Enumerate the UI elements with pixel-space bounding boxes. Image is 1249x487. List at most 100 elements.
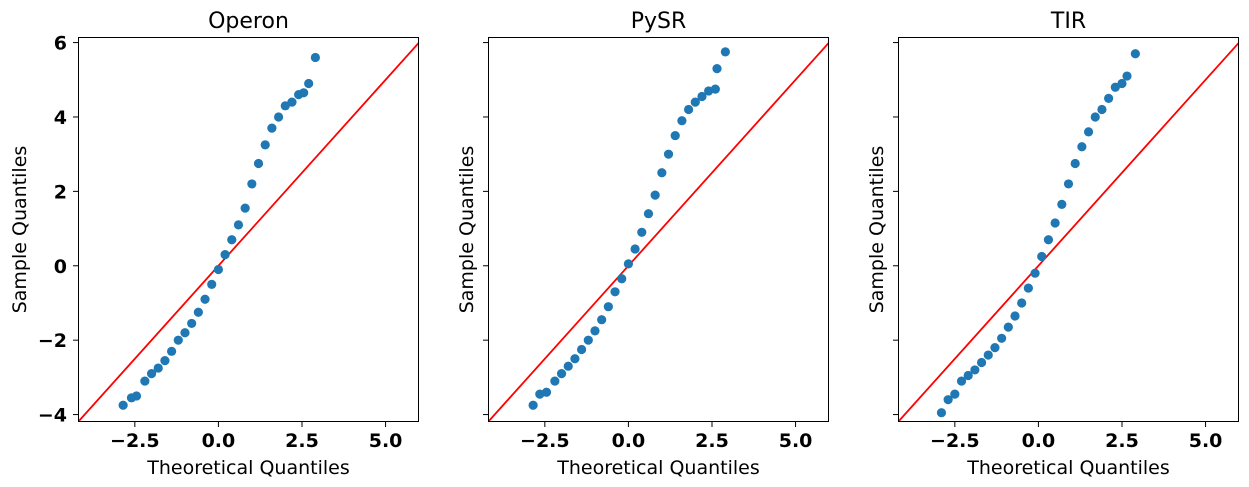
x-axis-label: Theoretical Quantiles	[966, 457, 1169, 479]
x-tick-label: 2.5	[695, 430, 729, 452]
chart-panel-tir: −2.5 0.0 2.5 5.0 TIR Theoretical Quantiles Sam…	[866, 9, 1239, 479]
data-point	[1117, 78, 1127, 89]
data-point	[1023, 283, 1033, 293]
data-point	[253, 158, 264, 169]
data-point	[963, 370, 973, 381]
data-point	[570, 354, 580, 364]
x-axis-label: Theoretical Quantiles	[556, 457, 759, 479]
data-point	[1043, 235, 1054, 245]
data-point	[556, 369, 567, 379]
data-point	[617, 274, 627, 284]
data-point	[213, 264, 224, 275]
data-point	[541, 387, 552, 397]
data-point	[630, 244, 640, 254]
data-point	[583, 335, 593, 345]
data-point	[187, 318, 197, 329]
data-point	[160, 356, 170, 366]
data-point	[990, 343, 1000, 353]
data-point	[1110, 82, 1120, 92]
data-point	[603, 302, 613, 312]
data-point	[1057, 199, 1067, 209]
data-point	[976, 357, 987, 368]
data-point	[950, 389, 960, 399]
data-point	[1017, 298, 1027, 308]
data-point	[1037, 251, 1047, 262]
plot-area	[78, 41, 419, 422]
y-tick-label: 4	[54, 107, 67, 129]
plot-area	[488, 41, 829, 422]
y-tick-label: 0	[54, 256, 67, 278]
data-point	[677, 116, 687, 126]
x-tick-label: 0.0	[612, 430, 646, 452]
data-point	[650, 190, 660, 200]
data-point	[997, 333, 1007, 343]
data-point	[173, 335, 183, 345]
data-point	[936, 408, 947, 418]
chart-panel-operon: −2.5 0.0 2.5 5.0 −4 −2 0 2 4 6 Operon Theoretical Q…	[9, 9, 419, 479]
data-point	[1063, 179, 1074, 189]
x-tick-label: 0.0	[202, 430, 236, 452]
x-tick-label: 0.0	[1022, 430, 1056, 452]
reference-line	[78, 41, 419, 422]
x-tick-label: 2.5	[1105, 430, 1139, 452]
axes-frame	[78, 37, 419, 422]
data-point	[1003, 322, 1013, 332]
x-tick-label: 5.0	[779, 430, 813, 452]
chart-title: PySR	[631, 9, 687, 34]
data-point	[180, 328, 190, 338]
y-axis-label: Sample Quantiles	[456, 146, 478, 314]
data-point	[1070, 158, 1080, 169]
data-point	[1104, 93, 1114, 103]
reference-line	[898, 41, 1239, 422]
data-point	[712, 64, 722, 74]
data-point	[299, 88, 309, 98]
x-tick-label: 5.0	[1189, 430, 1223, 452]
plot-area	[898, 41, 1239, 422]
data-point	[153, 363, 163, 373]
y-tick-label: −4	[38, 405, 67, 427]
data-point	[1010, 311, 1020, 321]
data-point	[943, 395, 953, 405]
data-point	[970, 365, 980, 375]
data-point	[233, 220, 244, 230]
data-point	[528, 400, 538, 410]
data-point	[577, 344, 587, 355]
data-point	[1122, 71, 1132, 81]
data-point	[140, 376, 150, 386]
data-point	[260, 140, 270, 150]
data-point	[1030, 268, 1040, 278]
x-tick-label: 5.0	[369, 430, 403, 452]
data-point	[287, 97, 297, 107]
data-point	[697, 91, 707, 102]
reference-line	[488, 41, 829, 422]
data-point	[657, 168, 667, 178]
data-point	[1130, 49, 1140, 59]
data-point	[623, 259, 634, 269]
data-point	[220, 250, 230, 260]
data-point	[167, 346, 177, 356]
data-point	[643, 209, 654, 219]
data-point	[304, 78, 314, 89]
data-point	[1083, 127, 1094, 137]
data-point	[1077, 142, 1087, 152]
data-point	[1097, 104, 1107, 115]
data-point	[131, 391, 142, 401]
x-tick-label: −2.5	[520, 430, 570, 452]
axes-frame	[488, 37, 829, 422]
x-tick-label: −2.5	[930, 430, 980, 452]
data-point	[240, 203, 250, 213]
data-point	[1050, 218, 1060, 228]
chart-title: Operon	[208, 9, 289, 34]
data-point	[310, 52, 320, 63]
data-point	[1090, 112, 1100, 122]
data-point	[193, 307, 203, 317]
data-point	[610, 287, 620, 297]
x-tick-label: 2.5	[285, 430, 319, 452]
data-point	[690, 97, 700, 107]
data-point	[710, 84, 720, 94]
y-axis-label: Sample Quantiles	[9, 146, 31, 314]
data-point	[118, 400, 128, 410]
data-point	[597, 315, 607, 325]
data-point	[247, 179, 257, 189]
